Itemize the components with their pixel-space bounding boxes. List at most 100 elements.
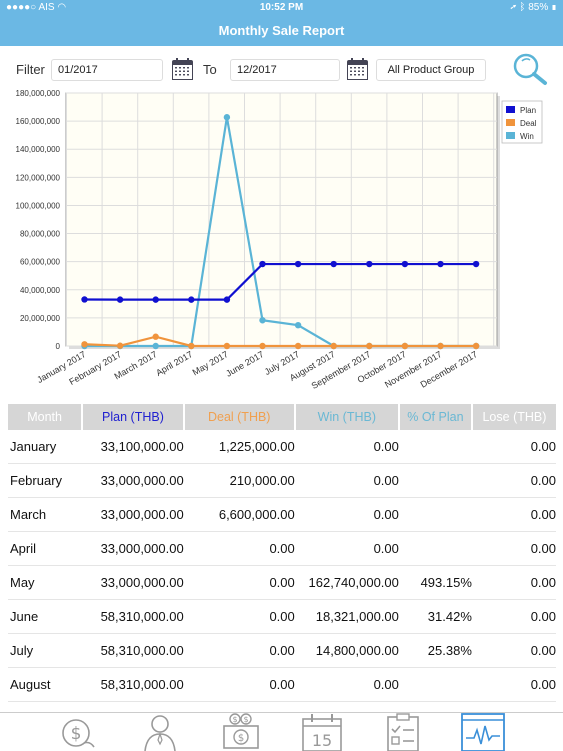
table-row: May 33,000,000.00 0.00 162,740,000.00 493.15… [8, 565, 556, 600]
svg-text:$: $ [71, 724, 82, 744]
cell-month: February [8, 463, 83, 498]
data-point-plan [116, 296, 124, 303]
y-tick-label: 180,000,000 [16, 89, 61, 98]
sales-money-icon[interactable]: $ [56, 713, 102, 751]
cell-lose: 0.00 [471, 497, 556, 532]
cell-plan: 58,310,000.00 [82, 667, 184, 702]
cell-pct: 31.42% [398, 599, 472, 634]
data-point-deal [81, 341, 88, 348]
cell-pct [398, 430, 472, 464]
wifi-icon: ◠ [57, 2, 67, 13]
battery-area: ➚ ᛒ 85% ▮ [510, 2, 557, 13]
y-tick-label: 0 [56, 342, 61, 351]
data-point-win [259, 317, 266, 324]
data-point-plan [188, 296, 195, 303]
cell-month: January [8, 430, 83, 464]
filter-label: Filter [16, 62, 45, 77]
cell-plan: 33,000,000.00 [82, 497, 184, 532]
customer-icon[interactable] [137, 713, 183, 751]
cell-win: 0.00 [294, 463, 399, 498]
to-label: To [203, 62, 217, 77]
filter-bar: Filter 01/2017 To 12/2017 All Product Gr… [0, 57, 563, 83]
cell-pct [398, 463, 472, 498]
y-tick-label: 100,000,000 [16, 201, 61, 210]
cell-lose: 0.00 [471, 667, 556, 702]
cell-win: 14,800,000.00 [294, 633, 399, 668]
to-calendar-icon[interactable] [347, 58, 368, 80]
legend-label-deal: Deal [520, 119, 537, 128]
legend-label-win: Win [520, 132, 534, 141]
cell-deal: 0.00 [183, 667, 295, 702]
cell-win: 0.00 [294, 531, 399, 566]
data-point-deal [366, 342, 373, 350]
y-tick-label: 40,000,000 [20, 286, 61, 295]
legend-swatch-win [506, 132, 515, 139]
column-header-lose: Lose (THB) [470, 404, 556, 430]
from-month-field[interactable]: 01/2017 [51, 59, 163, 81]
data-point-deal [188, 342, 195, 350]
table-row: August 58,310,000.00 0.00 0.00 0.00 [8, 667, 556, 702]
data-point-deal [401, 342, 409, 350]
cell-pct: 493.15% [398, 565, 472, 600]
cell-deal: 0.00 [183, 599, 295, 634]
y-tick-label: 20,000,000 [20, 314, 61, 323]
bluetooth-icon: ᛒ [519, 2, 526, 13]
y-tick-label: 120,000,000 [16, 173, 61, 182]
calendar-icon[interactable]: 15 [299, 713, 345, 751]
carrier-label: ●●●●○ AIS ◠ [6, 2, 67, 13]
cell-win: 0.00 [294, 430, 399, 464]
y-tick-label: 80,000,000 [20, 230, 61, 239]
data-point-win [223, 114, 231, 121]
page-title: Monthly Sale Report [0, 16, 563, 46]
presentation-money-icon[interactable]: $ $ $ [218, 713, 264, 751]
data-point-plan [330, 260, 337, 268]
cell-win: 162,740,000.00 [294, 565, 399, 600]
table-row: July 58,310,000.00 0.00 14,800,000.00 25.38%… [8, 633, 556, 668]
to-month-field[interactable]: 12/2017 [230, 59, 340, 81]
data-point-plan [259, 260, 266, 268]
data-point-deal [472, 342, 480, 350]
cell-lose: 0.00 [471, 531, 556, 566]
table-row: April 33,000,000.00 0.00 0.00 0.00 [8, 531, 556, 566]
cell-pct [398, 531, 472, 566]
x-tick-label: May 2017 [191, 349, 230, 377]
data-point-plan [294, 260, 302, 268]
cell-lose: 0.00 [471, 463, 556, 498]
product-group-select[interactable]: All Product Group [376, 59, 486, 81]
cell-pct [398, 667, 472, 702]
data-point-plan [152, 296, 159, 303]
table-row: March 33,000,000.00 6,600,000.00 0.00 0.00 [8, 497, 556, 532]
magnifier-icon[interactable] [511, 52, 551, 86]
cell-month: August [8, 667, 83, 702]
cell-month: March [8, 497, 83, 532]
data-point-win [152, 342, 159, 350]
from-calendar-icon[interactable] [172, 58, 193, 80]
checklist-icon[interactable] [380, 713, 426, 751]
data-point-win [294, 321, 302, 329]
cell-month: May [8, 565, 83, 600]
cell-plan: 58,310,000.00 [82, 599, 184, 634]
column-header-percent: % Of Plan [397, 404, 472, 430]
cell-deal: 0.00 [183, 565, 295, 600]
cell-win: 18,321,000.00 [294, 599, 399, 634]
svg-text:$: $ [232, 715, 237, 724]
tab-bar: $ $ $ $ 15 [0, 712, 563, 751]
cell-plan: 33,100,000.00 [82, 430, 184, 464]
clock-label: 10:52 PM [259, 2, 304, 13]
column-header-win: Win (THB) [293, 404, 399, 430]
legend-label-plan: Plan [520, 106, 536, 115]
x-tick-label: April 2017 [154, 349, 194, 378]
data-point-plan [472, 260, 480, 268]
legend-swatch-deal [506, 119, 515, 126]
monthly-sale-chart: 0 20,000,000 40,000,000 60,000,000 80,000,00… [16, 89, 543, 391]
cell-pct [398, 497, 472, 532]
data-point-plan [223, 296, 231, 303]
table-row: June 58,310,000.00 0.00 18,321,000.00 31.42%… [8, 599, 556, 634]
cell-lose: 0.00 [471, 430, 556, 464]
monitor-chart-icon[interactable] [460, 713, 506, 751]
cell-lose: 0.00 [471, 599, 556, 634]
cell-win: 0.00 [294, 667, 399, 702]
column-header-month: Month [8, 404, 83, 430]
sales-table: Month Plan (THB) Deal (THB) Win (THB) % … [8, 404, 556, 702]
cell-pct: 25.38% [398, 633, 472, 668]
